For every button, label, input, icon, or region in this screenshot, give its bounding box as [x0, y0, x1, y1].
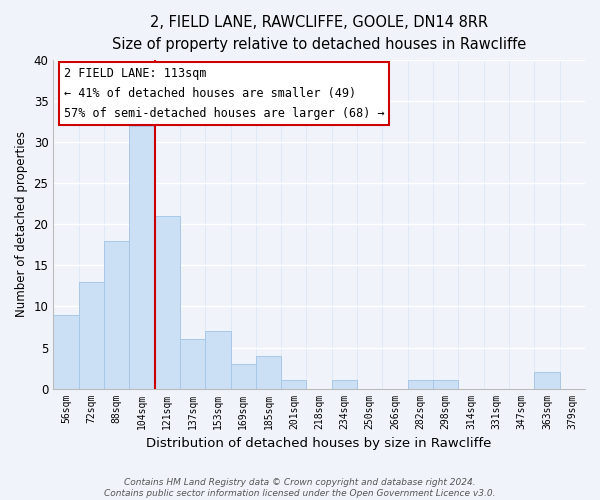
Bar [53, 314, 79, 388]
Bar [155, 216, 180, 388]
Bar [180, 340, 205, 388]
Text: 2 FIELD LANE: 113sqm
← 41% of detached houses are smaller (49)
57% of semi-detac: 2 FIELD LANE: 113sqm ← 41% of detached h… [64, 67, 385, 120]
Bar [408, 380, 433, 388]
Title: 2, FIELD LANE, RAWCLIFFE, GOOLE, DN14 8RR
Size of property relative to detached : 2, FIELD LANE, RAWCLIFFE, GOOLE, DN14 8R… [112, 15, 526, 52]
X-axis label: Distribution of detached houses by size in Rawcliffe: Distribution of detached houses by size … [146, 437, 492, 450]
Bar [79, 282, 104, 389]
Bar [433, 380, 458, 388]
Bar [332, 380, 357, 388]
Bar [104, 241, 129, 388]
Y-axis label: Number of detached properties: Number of detached properties [15, 132, 28, 318]
Bar [230, 364, 256, 388]
Bar [129, 126, 155, 388]
Bar [281, 380, 307, 388]
Bar [256, 356, 281, 388]
Bar [535, 372, 560, 388]
Bar [205, 331, 230, 388]
Text: Contains HM Land Registry data © Crown copyright and database right 2024.
Contai: Contains HM Land Registry data © Crown c… [104, 478, 496, 498]
